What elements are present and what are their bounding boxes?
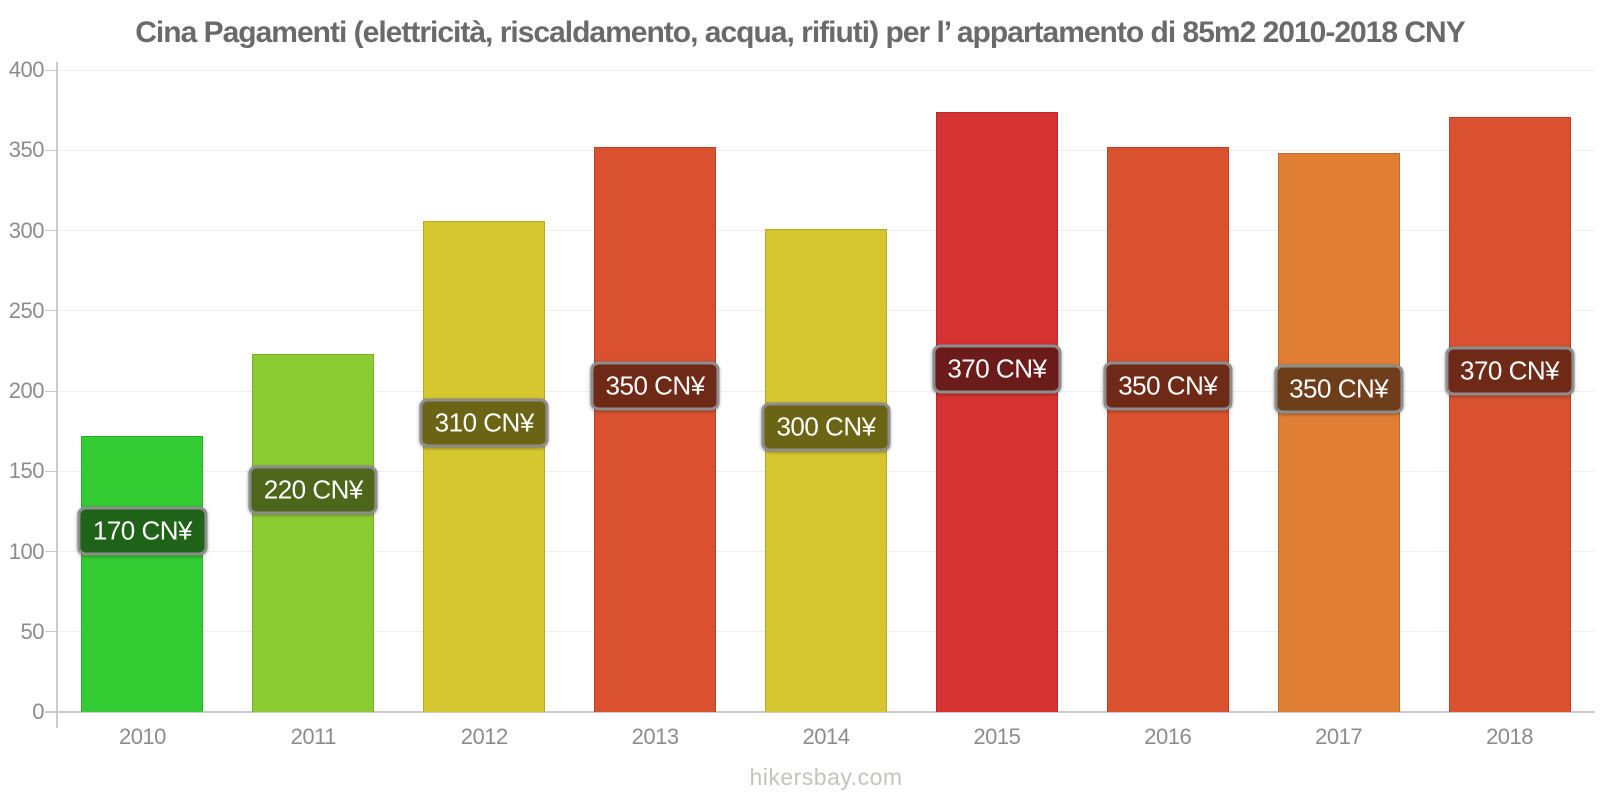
bar-2011 xyxy=(252,354,375,712)
bar-value-label-2017: 350 CN¥ xyxy=(1274,364,1404,414)
y-axis-tick-250 xyxy=(45,310,57,312)
bar-value-label-2014: 300 CN¥ xyxy=(761,402,891,452)
gridline-400 xyxy=(57,69,1595,71)
y-axis-tick-400 xyxy=(45,69,57,71)
bar-2017 xyxy=(1277,153,1400,712)
x-axis-label-2015: 2015 xyxy=(973,724,1021,749)
y-axis-label-0: 0 xyxy=(32,699,44,724)
y-axis-tick-300 xyxy=(45,230,57,231)
bar-value-label-2011: 220 CN¥ xyxy=(248,465,378,515)
y-axis-label-250: 250 xyxy=(8,297,45,323)
y-axis-tick-100 xyxy=(45,551,57,552)
bar-2014 xyxy=(765,228,887,712)
x-axis-label-2011: 2011 xyxy=(290,724,337,749)
bar-value-label-2015: 370 CN¥ xyxy=(932,344,1062,394)
x-axis-label-2013: 2013 xyxy=(631,724,679,749)
y-axis-label-400: 400 xyxy=(8,57,45,82)
y-axis-label-50: 50 xyxy=(20,618,45,644)
bar-value-label-2018: 370 CN¥ xyxy=(1444,346,1575,396)
y-axis-tick-350 xyxy=(45,149,57,151)
bar-2015 xyxy=(935,111,1058,712)
y-axis-label-200: 200 xyxy=(8,378,45,403)
x-axis-label-2016: 2016 xyxy=(1144,724,1192,749)
y-axis-label-100: 100 xyxy=(8,538,45,564)
x-axis-label-2018: 2018 xyxy=(1486,724,1534,749)
bar-2013 xyxy=(594,147,717,712)
chart-title: Cina Pagamenti (elettricità, riscaldamen… xyxy=(135,16,1465,49)
x-axis-label-2010: 2010 xyxy=(118,724,166,749)
x-axis-label-2017: 2017 xyxy=(1315,724,1363,749)
bar-2018 xyxy=(1448,116,1571,712)
gridline-350 xyxy=(57,149,1595,151)
y-axis-tick-50 xyxy=(45,631,57,633)
bar-value-label-2016: 350 CN¥ xyxy=(1103,361,1233,411)
bar-2010 xyxy=(81,435,204,712)
y-axis-label-350: 350 xyxy=(8,137,45,163)
watermark-hikersbay: hikersbay.com xyxy=(749,764,903,790)
bar-value-label-2012: 310 CN¥ xyxy=(419,398,549,448)
bar-2012 xyxy=(423,220,546,712)
bar-value-label-2010: 170 CN¥ xyxy=(77,506,207,556)
y-axis-tick-200 xyxy=(45,390,57,392)
y-axis-tick-150 xyxy=(45,470,57,472)
x-axis-label-2012: 2012 xyxy=(460,724,508,749)
x-axis-line xyxy=(45,711,1595,713)
y-axis-label-150: 150 xyxy=(8,458,45,484)
bar-2016 xyxy=(1106,147,1229,712)
x-axis-label-2014: 2014 xyxy=(802,724,850,749)
y-axis-line xyxy=(56,62,58,728)
y-axis-label-300: 300 xyxy=(8,217,45,243)
bar-value-label-2013: 350 CN¥ xyxy=(590,361,720,411)
